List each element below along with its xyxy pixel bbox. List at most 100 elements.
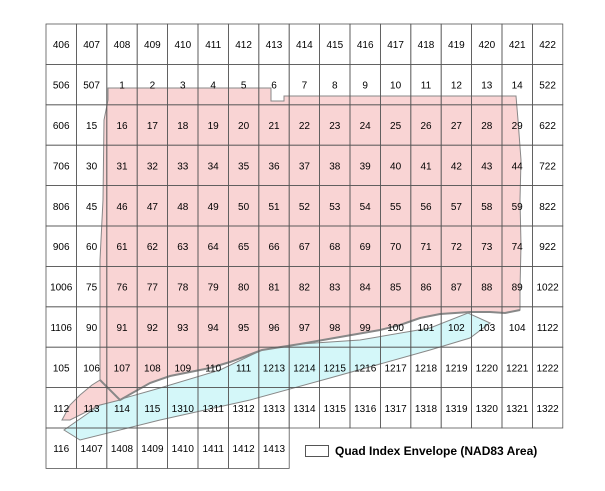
quad-label: 1318 (415, 404, 438, 415)
quad-label: 25 (390, 121, 402, 132)
quad-label: 58 (481, 202, 493, 213)
quad-label: 1220 (476, 363, 499, 374)
quad-label: 83 (329, 283, 341, 294)
quad-label: 76 (116, 283, 128, 294)
quad-label: 51 (268, 202, 280, 213)
quad-label: 98 (329, 323, 341, 334)
quad-label: 1221 (506, 363, 529, 374)
quad-label: 11 (421, 81, 432, 92)
quad-label: 35 (238, 161, 250, 172)
quad-label: 411 (205, 40, 221, 51)
quad-label: 86 (420, 283, 432, 294)
quad-label: 1411 (202, 444, 224, 455)
quad-label: 72 (451, 242, 463, 253)
quad-label: 1320 (476, 404, 499, 415)
quad-label: 53 (329, 202, 341, 213)
quad-label: 1322 (536, 404, 559, 415)
quad-label: 82 (299, 283, 311, 294)
quad-label: 39 (360, 161, 372, 172)
quad-label: 26 (420, 121, 432, 132)
quad-label: 414 (296, 40, 313, 51)
quad-label: 22 (299, 121, 311, 132)
quad-label: 116 (53, 444, 69, 455)
quad-label: 1312 (232, 404, 255, 415)
quad-label: 417 (387, 40, 404, 51)
quad-label: 1409 (141, 444, 164, 455)
quad-label: 80 (238, 283, 250, 294)
quad-label: 8 (332, 81, 338, 92)
quad-label: 15 (86, 121, 98, 132)
quad-label: 87 (451, 283, 463, 294)
quad-label: 19 (208, 121, 220, 132)
quad-label: 95 (238, 323, 250, 334)
quad-label: 413 (266, 40, 283, 51)
quad-label: 99 (360, 323, 372, 334)
quad-label: 410 (174, 40, 191, 51)
quad-label: 46 (116, 202, 128, 213)
quad-label: 90 (86, 323, 98, 334)
quad-label: 113 (84, 404, 100, 415)
legend-swatch-icon (305, 445, 329, 457)
quad-label: 20 (238, 121, 250, 132)
quad-label: 4 (210, 81, 216, 92)
quad-label: 1319 (445, 404, 468, 415)
quad-label: 422 (539, 40, 556, 51)
quad-label: 49 (208, 202, 220, 213)
quad-label: 56 (420, 202, 432, 213)
quad-label: 1213 (263, 363, 286, 374)
quad-label: 1215 (324, 363, 347, 374)
quad-label: 50 (238, 202, 250, 213)
quad-label: 55 (390, 202, 402, 213)
quad-label: 27 (451, 121, 463, 132)
quad-label: 1407 (80, 444, 103, 455)
quad-label: 10 (390, 81, 402, 92)
quad-label: 108 (144, 363, 161, 374)
quad-label: 62 (147, 242, 159, 253)
quad-label: 522 (539, 81, 556, 92)
quad-label: 104 (509, 323, 526, 334)
quad-label: 109 (174, 363, 191, 374)
quad-label: 69 (360, 242, 372, 253)
quad-label: 33 (177, 161, 189, 172)
quad-label: 36 (268, 161, 280, 172)
quad-label: 63 (177, 242, 189, 253)
quad-label: 37 (299, 161, 311, 172)
quad-label: 30 (86, 161, 98, 172)
map-legend: Quad Index Envelope (NAD83 Area) (305, 444, 537, 458)
quad-label: 1314 (293, 404, 316, 415)
quad-label: 40 (390, 161, 402, 172)
quad-label: 114 (114, 404, 130, 415)
quad-label: 1216 (354, 363, 377, 374)
quad-label: 5 (241, 81, 247, 92)
quad-label: 96 (268, 323, 280, 334)
quad-label: 106 (83, 363, 100, 374)
quad-label: 922 (539, 242, 556, 253)
quad-label: 407 (83, 40, 100, 51)
quad-label: 13 (481, 81, 493, 92)
quad-label: 421 (509, 40, 526, 51)
quad-label: 1413 (263, 444, 286, 455)
quad-label: 1217 (384, 363, 407, 374)
quad-label: 1315 (324, 404, 347, 415)
quad-label: 1122 (537, 323, 559, 334)
quad-label: 419 (448, 40, 465, 51)
quad-label: 107 (114, 363, 131, 374)
quad-label: 100 (387, 323, 404, 334)
quad-label: 1218 (415, 363, 438, 374)
quad-label: 67 (299, 242, 311, 253)
quad-label: 415 (326, 40, 343, 51)
quad-label: 102 (448, 323, 465, 334)
quad-label: 507 (83, 81, 100, 92)
quad-label: 97 (299, 323, 311, 334)
quad-label: 38 (329, 161, 341, 172)
quad-label: 31 (116, 161, 128, 172)
quad-label: 722 (539, 161, 556, 172)
quad-label: 85 (390, 283, 402, 294)
quad-label: 115 (144, 404, 160, 415)
quad-label: 1311 (202, 404, 224, 415)
quad-label: 2 (150, 81, 156, 92)
quad-label: 105 (53, 363, 70, 374)
quad-label: 47 (147, 202, 159, 213)
